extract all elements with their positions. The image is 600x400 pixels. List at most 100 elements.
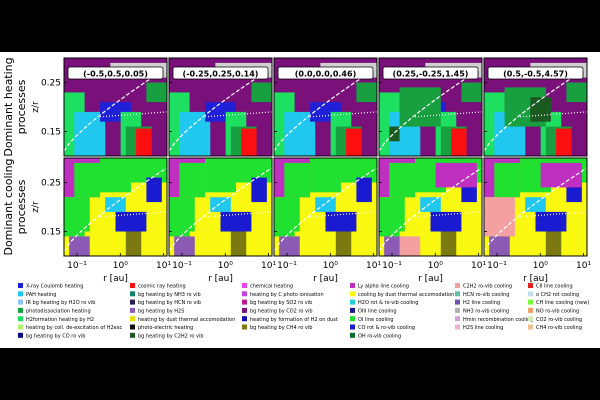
legend-label: bg heating by CH4 ro vib bbox=[250, 325, 312, 331]
region-oi bbox=[389, 162, 416, 198]
legend-swatch bbox=[350, 324, 355, 330]
panel-frame bbox=[168, 57, 273, 157]
contour-line bbox=[310, 111, 377, 118]
contour-line bbox=[169, 67, 272, 152]
contour-line bbox=[415, 211, 482, 218]
region-pah bbox=[79, 128, 106, 156]
region-pah bbox=[525, 197, 546, 212]
legend-swatch bbox=[455, 291, 460, 297]
region-co_rotvib bbox=[146, 177, 162, 203]
region-lya bbox=[540, 162, 582, 188]
region-oi bbox=[205, 158, 236, 193]
legend-swatch bbox=[242, 316, 247, 322]
region-pah bbox=[184, 128, 211, 156]
x-axis-label: r [au] bbox=[418, 274, 443, 284]
region-h2s bbox=[489, 236, 510, 256]
region-co_rotvib bbox=[220, 211, 252, 232]
contour-line bbox=[274, 167, 377, 252]
region-co_rotvib bbox=[115, 211, 147, 232]
legend-label: photo-electric heating bbox=[138, 325, 193, 331]
panel-frame bbox=[63, 57, 168, 157]
panel-label-box bbox=[487, 66, 584, 80]
y-tick-label: 0.25 bbox=[41, 179, 61, 189]
x-tick-label: 10⁰ bbox=[113, 261, 128, 271]
panel-heating-1: (-0.25,0.25,0.14) bbox=[168, 57, 273, 157]
region-oi bbox=[100, 158, 131, 193]
panel-cooling-2: 10⁻¹ 10⁰ 10¹ r [au] bbox=[273, 157, 381, 284]
legend-label: CO rot & ro-vib cooling bbox=[358, 325, 415, 331]
panel-heating-0: (-0.5,0.5,0.05) 0.15 0.25 z/r bbox=[31, 57, 168, 157]
legend-label: heating by coll. de-excitation of H2exc bbox=[26, 325, 123, 331]
region-pah bbox=[315, 197, 336, 212]
region-co_rotvib bbox=[325, 211, 357, 232]
region-oi bbox=[274, 197, 300, 237]
contour-line bbox=[415, 111, 482, 118]
region-oi bbox=[169, 197, 195, 237]
legend-swatch bbox=[130, 291, 135, 297]
contour-line bbox=[100, 111, 167, 118]
legend-label: OH ro-vib cooling bbox=[358, 333, 401, 339]
panel-label: (-0.5,0.5,0.05) bbox=[83, 70, 148, 79]
y-axis-label: z/r bbox=[31, 201, 41, 213]
region-co_rotvib bbox=[356, 177, 372, 203]
legend-label: Hmin recombination cooling bbox=[463, 317, 533, 323]
panel-frame bbox=[273, 57, 378, 157]
y-tick-label: 0.15 bbox=[41, 128, 61, 138]
row-title: Dominant cooling bbox=[2, 158, 15, 255]
legend-swatch bbox=[350, 283, 355, 288]
x-tick-label: 10⁻¹ bbox=[487, 261, 507, 271]
contour-line bbox=[379, 167, 482, 252]
x-tick-label: 10⁻¹ bbox=[67, 261, 87, 271]
legend-label: OI line cooling bbox=[358, 317, 394, 323]
legend-label: heating by formation of H2 on dust bbox=[250, 317, 338, 323]
x-tick-label: 10⁰ bbox=[218, 261, 233, 271]
panel-label: (0.0,0.0,0.46) bbox=[295, 70, 356, 79]
legend-label: o CH2 rot cooling bbox=[536, 292, 579, 298]
legend-swatch bbox=[18, 291, 23, 297]
x-tick-label: 10¹ bbox=[366, 261, 381, 271]
panel-frame bbox=[63, 157, 168, 257]
contour-line bbox=[484, 67, 587, 152]
panel-frame bbox=[378, 57, 483, 157]
region-pah bbox=[105, 197, 126, 212]
legend-swatch bbox=[455, 307, 460, 313]
legend-swatch bbox=[130, 316, 135, 322]
region-oi bbox=[64, 197, 90, 237]
legend-swatch bbox=[350, 316, 355, 322]
region-cosmic bbox=[241, 128, 257, 156]
legend-label: CII line cooling bbox=[536, 284, 573, 290]
panel-label: (0.25,-0.25,1.45) bbox=[393, 70, 469, 79]
contour-line bbox=[64, 67, 167, 152]
region-ch4 bbox=[125, 231, 142, 256]
legend-label: bg heating by H2S bbox=[138, 309, 184, 315]
panel-cooling-1: 10⁻¹ 10⁰ 10¹ r [au] bbox=[168, 157, 276, 284]
region-oi bbox=[179, 162, 206, 198]
legend-swatch bbox=[242, 283, 247, 288]
region-photodiss bbox=[146, 82, 167, 103]
panel-heating-2: (0.0,0.0,0.46) bbox=[273, 57, 378, 157]
region-photodiss bbox=[566, 82, 587, 103]
legend-swatch bbox=[242, 299, 247, 305]
legend-swatch bbox=[455, 283, 460, 288]
region-pah bbox=[420, 197, 441, 212]
region-c2h2_cool bbox=[399, 236, 421, 256]
legend-label: H2O rot & ro-vib cooling bbox=[358, 300, 418, 306]
region-h2s bbox=[174, 236, 195, 256]
panel-frame bbox=[168, 157, 273, 257]
legend-label: C2H2 ro-vib cooling bbox=[463, 284, 512, 290]
legend-swatch bbox=[528, 283, 533, 288]
x-tick-label: 10¹ bbox=[156, 261, 171, 271]
panel-cooling-4: 10⁻¹ 10⁰ 10¹ r [au] bbox=[483, 157, 591, 284]
legend-swatch bbox=[528, 307, 533, 313]
legend-label: bg heating by NH3 ro vib bbox=[138, 292, 201, 298]
legend-label: OIII line cooling bbox=[358, 309, 397, 315]
legend-label: H2formation heating by H2 bbox=[26, 317, 94, 323]
region-cosmic bbox=[136, 128, 152, 156]
legend-label: bg heating by CO ro vib bbox=[26, 333, 85, 339]
legend-swatch bbox=[455, 299, 460, 305]
legend-label: bg heating by CO2 ro vib bbox=[250, 309, 313, 315]
region-ch4 bbox=[230, 231, 247, 256]
panel-label-box bbox=[67, 66, 164, 80]
region-lya bbox=[435, 162, 477, 188]
